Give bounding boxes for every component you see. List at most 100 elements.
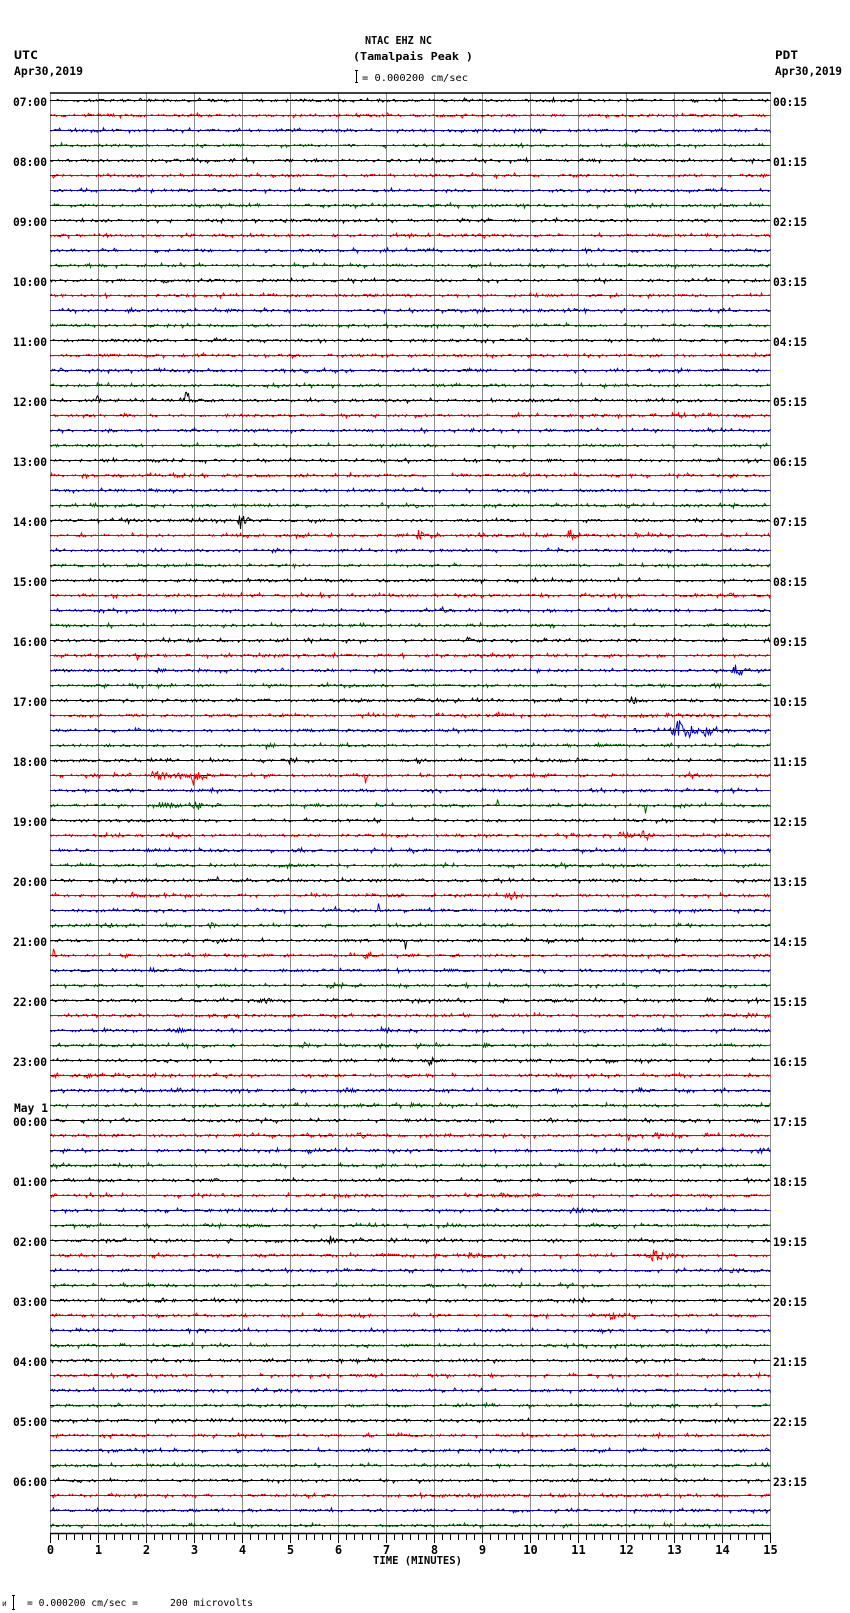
seismic-trace — [50, 1521, 771, 1530]
pdt-hour-label: 16:15 — [773, 1055, 807, 1069]
trace-row — [50, 1041, 771, 1050]
seismic-trace — [50, 890, 771, 901]
utc-hour-label: 21:00 — [13, 935, 47, 949]
trace-row — [50, 681, 771, 690]
seismic-trace — [50, 411, 771, 420]
seismic-trace — [50, 201, 771, 210]
trace-row — [50, 246, 771, 255]
utc-hour-label: 17:00 — [13, 695, 47, 709]
seismic-trace — [50, 381, 771, 390]
pdt-hour-label: 00:15 — [773, 95, 807, 109]
seismic-trace — [50, 515, 771, 530]
x-tick-label: 2 — [143, 1543, 150, 1557]
seismic-trace — [50, 1431, 771, 1440]
pdt-hour-label: 22:15 — [773, 1415, 807, 1429]
seismic-trace — [50, 1011, 771, 1020]
trace-row — [50, 591, 771, 600]
trace-row — [50, 861, 771, 870]
trace-row — [50, 411, 771, 420]
trace-row — [50, 651, 771, 661]
footer-glyph: ᴎ — [2, 1599, 7, 1608]
trace-row — [50, 576, 771, 585]
trace-row — [50, 696, 771, 705]
right-timezone: PDT — [775, 48, 798, 62]
seismic-trace — [50, 1341, 771, 1350]
pdt-hour-label: 17:15 — [773, 1115, 807, 1129]
trace-row — [50, 1191, 771, 1200]
seismic-trace — [50, 846, 771, 855]
seismic-trace — [50, 576, 771, 585]
utc-hour-label: 12:00 — [13, 395, 47, 409]
x-tick-label: 11 — [571, 1543, 585, 1557]
utc-hour-label: 03:00 — [13, 1295, 47, 1309]
trace-row — [50, 1431, 771, 1440]
seismic-trace — [50, 1025, 771, 1035]
trace-row — [50, 846, 771, 855]
seismic-trace — [50, 1266, 771, 1275]
seismic-trace — [50, 741, 771, 751]
seismic-trace — [50, 696, 771, 705]
trace-row — [50, 1416, 771, 1425]
trace-row — [50, 1176, 771, 1184]
seismic-trace — [50, 261, 771, 270]
seismic-trace — [50, 770, 771, 786]
seismic-trace — [50, 456, 771, 465]
x-tick-label: 6 — [335, 1543, 342, 1557]
trace-row — [50, 966, 771, 975]
seismic-trace — [50, 711, 771, 720]
trace-row — [50, 486, 771, 495]
x-tick-label: 8 — [431, 1543, 438, 1557]
seismic-trace — [50, 1461, 771, 1470]
pdt-hour-label: 08:15 — [773, 575, 807, 589]
utc-hour-label: 06:00 — [13, 1475, 47, 1489]
pdt-hour-label: 07:15 — [773, 515, 807, 529]
seismic-trace — [50, 1281, 771, 1290]
trace-row — [50, 1521, 771, 1530]
seismic-trace — [50, 1326, 771, 1335]
trace-row — [50, 1506, 771, 1515]
trace-row — [50, 1312, 771, 1321]
pdt-hour-label: 06:15 — [773, 455, 807, 469]
seismic-trace — [50, 321, 771, 330]
trace-row — [50, 1249, 771, 1262]
trace-row — [50, 948, 771, 960]
seismic-trace — [50, 291, 771, 300]
trace-row — [50, 441, 771, 450]
trace-row — [50, 546, 771, 555]
trace-row — [50, 621, 771, 630]
seismic-trace — [50, 1296, 771, 1305]
trace-row — [50, 336, 771, 345]
trace-row — [50, 261, 771, 270]
seismic-trace — [50, 1476, 771, 1485]
seismic-trace — [50, 605, 771, 615]
x-tick-label: 4 — [239, 1543, 246, 1557]
scale-bar-icon — [355, 70, 358, 83]
trace-row — [50, 799, 771, 814]
trace-row — [50, 501, 771, 510]
seismic-trace — [50, 996, 771, 1005]
footer-scale-text: = 0.000200 cm/sec = — [27, 1598, 138, 1609]
minute-grid — [50, 92, 771, 1533]
date-change-label: May 1 — [14, 1101, 48, 1115]
trace-stack — [50, 95, 771, 1530]
seismic-trace — [50, 1056, 771, 1067]
pdt-hour-label: 10:15 — [773, 695, 807, 709]
utc-hour-label: 10:00 — [13, 275, 47, 289]
seismic-trace — [50, 786, 771, 795]
trace-row — [50, 1476, 771, 1485]
trace-row — [50, 711, 771, 720]
seismic-trace — [50, 966, 771, 975]
seismic-trace — [50, 1356, 771, 1365]
seismic-trace — [50, 1041, 771, 1050]
utc-hour-label: 20:00 — [13, 875, 47, 889]
trace-row — [50, 111, 771, 120]
seismic-trace — [50, 948, 771, 960]
seismic-trace — [50, 501, 771, 510]
pdt-hour-label: 21:15 — [773, 1355, 807, 1369]
footer-scale-bar-icon — [12, 1595, 15, 1610]
trace-row — [50, 1326, 771, 1335]
trace-row — [50, 529, 771, 541]
trace-row — [50, 276, 771, 285]
x-tick-label: 15 — [763, 1543, 777, 1557]
seismic-trace — [50, 621, 771, 630]
